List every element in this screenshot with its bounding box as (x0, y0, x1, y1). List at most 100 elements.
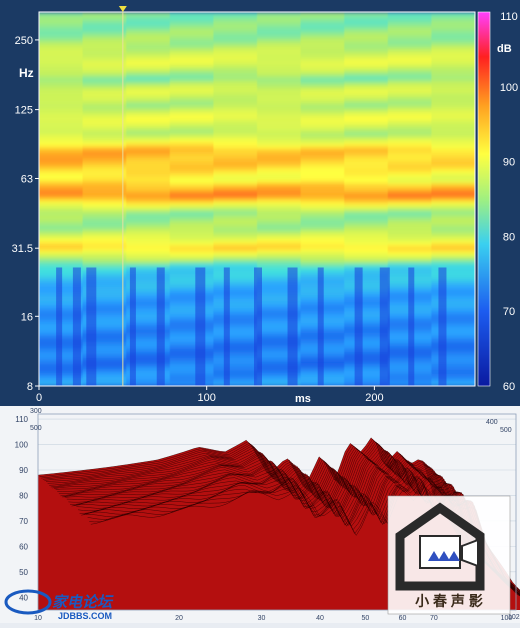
heatmap-cell (213, 61, 258, 66)
waterfall-axis-marker: 400 (486, 419, 498, 426)
heatmap-cell (431, 211, 475, 216)
heatmap-cell (431, 280, 475, 284)
heatmap-cell (257, 83, 302, 88)
heatmap-cell (169, 351, 214, 356)
heatmap-cell (431, 205, 475, 209)
heatmap-cell (300, 93, 345, 97)
heatmap-cell (213, 292, 258, 297)
heatmap-cell (82, 170, 127, 175)
cursor-handle[interactable] (118, 6, 127, 12)
heatmap-cell (257, 311, 302, 315)
colorbar-tick-label: 100 (500, 82, 518, 94)
heatmap-cell (82, 21, 127, 26)
heatmap-cell (213, 40, 258, 44)
heatmap-cell (431, 71, 475, 75)
heatmap-cell (213, 164, 258, 169)
heatmap-cell (213, 12, 258, 16)
heatmap-cell (431, 286, 475, 290)
heatmap-cell (300, 239, 345, 244)
heatmap-cell (126, 348, 171, 353)
heatmap-cell (126, 233, 171, 237)
heatmap-cell (344, 167, 389, 172)
heatmap-cell (39, 158, 84, 163)
heatmap-cell (82, 174, 127, 178)
heatmap-cell (82, 195, 127, 200)
heatmap-cell (387, 227, 432, 231)
heatmap-cell (431, 189, 475, 194)
heatmap-cell (387, 264, 432, 269)
heatmap-cell (82, 289, 127, 294)
heatmap-cell (126, 304, 171, 309)
heatmap-cell (344, 286, 389, 290)
heatmap-cell (169, 336, 214, 340)
heatmap-cell (257, 105, 302, 110)
heatmap-cell (126, 295, 171, 300)
heatmap-cell (344, 376, 389, 381)
heatmap-cell (257, 348, 302, 353)
heatmap-cell (344, 264, 389, 269)
heatmap-cell (213, 58, 258, 63)
heatmap-cell (82, 357, 127, 362)
heatmap-cell (431, 267, 475, 272)
heatmap-cell (169, 61, 214, 66)
heatmap-cell (344, 199, 389, 203)
heatmap-cell (431, 102, 475, 107)
heatmap-cell (300, 96, 345, 100)
heatmap-cell (126, 245, 171, 250)
colorbar (477, 11, 491, 387)
heatmap-cell (169, 127, 214, 132)
heatmap-cell (257, 195, 302, 200)
heatmap-cell (344, 373, 389, 378)
heatmap-cell (39, 114, 84, 119)
heatmap-cell (344, 208, 389, 213)
heatmap-cell (213, 83, 258, 88)
heatmap-cell (169, 68, 214, 72)
heatmap-cell (257, 18, 302, 22)
heatmap-cell (344, 27, 389, 32)
heatmap-cell (126, 43, 171, 47)
heatmap-cell (300, 55, 345, 60)
heatmap-cell (387, 149, 432, 153)
heatmap-cell (82, 345, 127, 350)
heatmap-cell (300, 133, 345, 138)
heatmap-cell (431, 80, 475, 85)
heatmap-cell (213, 382, 258, 386)
heatmap-cell (82, 149, 127, 153)
heatmap-cell (82, 270, 127, 275)
heatmap-cell (39, 124, 84, 128)
heatmap-cell (126, 33, 171, 38)
heatmap-cell (213, 111, 258, 116)
heatmap-cell (213, 99, 258, 103)
heatmap-cell (300, 214, 345, 219)
heatmap-cell (82, 55, 127, 60)
heatmap-cell (39, 27, 84, 32)
heatmap-cell (431, 301, 475, 306)
heatmap-cell (257, 27, 302, 32)
heatmap-cell (387, 121, 432, 125)
waterfall-slice-line (42, 441, 512, 589)
heatmap-cell (387, 117, 432, 122)
heatmap-cell (126, 27, 171, 32)
heatmap-cell (213, 267, 258, 272)
heatmap-cell (300, 24, 345, 29)
heatmap-cell (344, 52, 389, 57)
heatmap-cell (213, 108, 258, 113)
heatmap-dropout (287, 267, 298, 386)
heatmap-cell (126, 189, 171, 194)
heatmap-cell (257, 58, 302, 63)
heatmap-cell (126, 195, 171, 200)
heatmap-cell (126, 342, 171, 347)
heatmap-cell (169, 326, 214, 331)
heatmap-cell (213, 280, 258, 284)
heatmap-cell (387, 155, 432, 160)
heatmap-cell (257, 292, 302, 297)
heatmap-cell (300, 46, 345, 50)
heatmap-cell (213, 36, 258, 41)
heatmap-cell (39, 99, 84, 103)
heatmap-cell (213, 273, 258, 278)
heatmap-cell (257, 124, 302, 128)
heatmap-cell (82, 27, 127, 32)
heatmap-cell (257, 74, 302, 79)
heatmap-cell (431, 27, 475, 32)
heatmap-cell (126, 155, 171, 160)
